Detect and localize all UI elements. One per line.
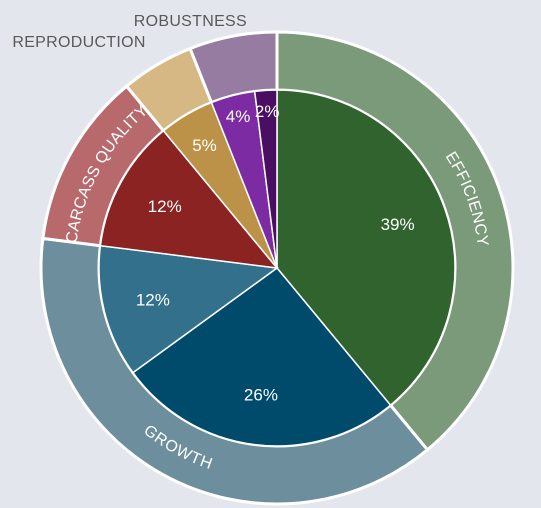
value-label-5: 5% (192, 136, 217, 155)
pie-slice-3 (98, 244, 279, 374)
value-label-1: 39% (381, 215, 415, 234)
pie-slice-2 (131, 266, 392, 447)
value-label-4: 12% (148, 197, 182, 216)
value-label-6: 4% (226, 107, 251, 126)
outer-label-robustness: ROBUSTNESS (134, 13, 247, 30)
value-label-3: 12% (136, 290, 170, 309)
outer-ring (39, 30, 515, 506)
value-label-2: 26% (244, 386, 278, 405)
pie-slice-1 (276, 89, 456, 407)
inner-pie (98, 89, 456, 447)
pie-slice-4 (99, 129, 279, 269)
value-label-7: 2% (255, 102, 280, 121)
pie-slice-7 (253, 89, 278, 269)
outer-label-reproduction: REPRODUCTION (12, 34, 145, 51)
